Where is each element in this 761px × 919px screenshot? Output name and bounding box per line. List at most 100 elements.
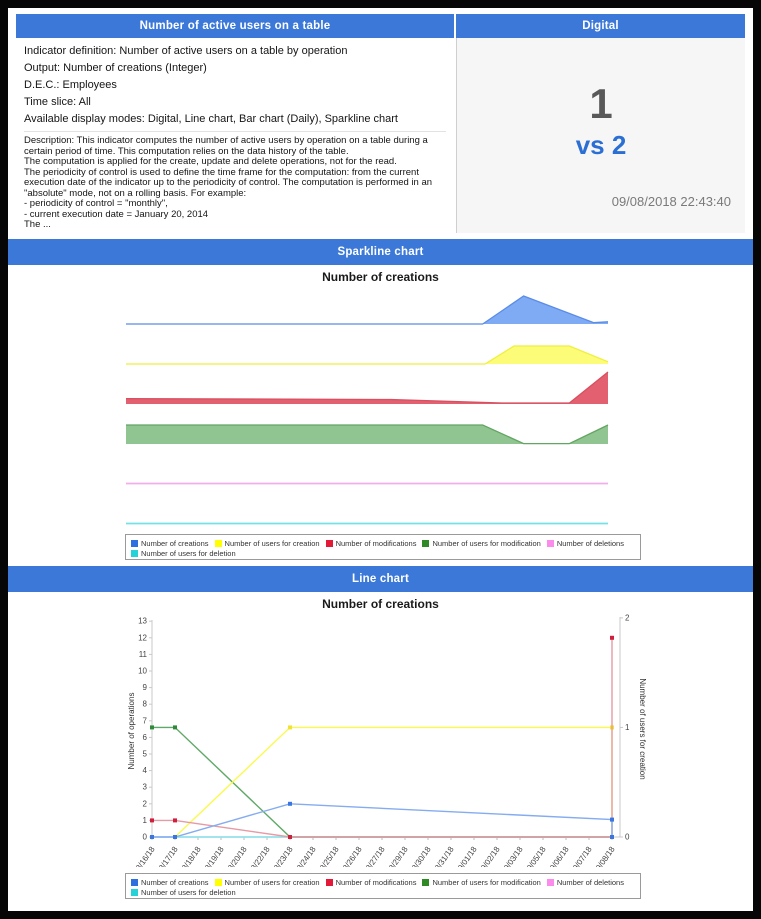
sparkline-legend: Number of creations Number of users for c…	[125, 533, 641, 560]
svg-text:08/23/18: 08/23/18	[269, 844, 295, 866]
legend-swatch-icon	[214, 878, 222, 886]
svg-text:09/05/18: 09/05/18	[522, 844, 548, 866]
dashboard: Number of active users on a table Indica…	[8, 8, 753, 911]
sparkline-section: Sparkline chart Number of creations Numb…	[8, 238, 753, 560]
digital-timestamp: 09/08/2018 22:43:40	[611, 193, 731, 209]
digital-header: Digital	[456, 14, 745, 38]
svg-text:08/29/18: 08/29/18	[384, 844, 410, 866]
svg-text:7: 7	[143, 716, 148, 725]
legend-row: Number of creations Number of users for c…	[131, 876, 635, 888]
svg-text:1: 1	[625, 722, 630, 731]
indicator-time-slice: Time slice: All	[24, 96, 91, 108]
top-section: Number of active users on a table Indica…	[16, 14, 745, 233]
svg-text:0: 0	[143, 832, 148, 841]
legend-label: Number of deletions	[556, 877, 624, 887]
legend-label: Number of users for creation	[224, 538, 320, 548]
legend-swatch-icon	[325, 878, 333, 886]
digital-body: 1 vs 2 09/08/2018 22:43:40	[456, 38, 745, 233]
legend-item: Number of modifications	[325, 538, 417, 549]
legend-row: Number of users for deletion	[131, 886, 635, 898]
indicator-dec: D.E.C.: Employees	[24, 79, 117, 91]
legend-label: Number of deletions	[556, 538, 624, 548]
sparkline-chart-title: Number of creations	[322, 269, 439, 284]
svg-text:0: 0	[625, 832, 630, 841]
svg-text:4: 4	[143, 766, 148, 775]
legend-swatch-icon	[131, 539, 138, 547]
legend-swatch-icon	[214, 539, 222, 547]
svg-text:08/16/18: 08/16/18	[131, 844, 157, 866]
svg-text:09/08/18: 09/08/18	[591, 844, 617, 866]
legend-swatch-icon	[422, 878, 430, 886]
legend-label: Number of modifications	[335, 538, 417, 548]
svg-text:08/17/18: 08/17/18	[154, 844, 180, 866]
indicator-info-card: Number of active users on a table Indica…	[16, 14, 454, 233]
svg-text:1: 1	[143, 815, 148, 824]
legend-item: Number of users for deletion	[131, 888, 236, 898]
svg-text:13: 13	[138, 616, 147, 625]
digital-card: Digital 1 vs 2 09/08/2018 22:43:40	[456, 14, 745, 233]
legend-label: Number of users for modification	[432, 538, 541, 548]
legend-swatch-icon	[422, 539, 430, 547]
digital-comparison-value: vs 2	[575, 130, 627, 160]
legend-item: Number of users for creation	[214, 538, 320, 549]
svg-text:9: 9	[143, 683, 148, 692]
svg-text:08/25/18: 08/25/18	[315, 844, 341, 866]
sparkline-row	[125, 446, 609, 486]
legend-item: Number of users for modification	[422, 538, 541, 549]
indicator-info-header: Number of active users on a table	[16, 14, 454, 38]
sparkline-row	[125, 406, 609, 446]
svg-text:08/27/18: 08/27/18	[361, 844, 387, 866]
svg-text:8: 8	[143, 699, 148, 708]
sparkline-chart	[125, 286, 609, 526]
svg-text:2: 2	[625, 613, 630, 622]
legend-label: Number of creations	[141, 877, 209, 887]
svg-text:10: 10	[138, 666, 147, 675]
legend-label: Number of creations	[141, 538, 209, 548]
legend-row: Number of users for deletion	[131, 547, 635, 559]
svg-text:11: 11	[139, 649, 148, 658]
legend-swatch-icon	[325, 539, 333, 547]
svg-text:09/03/18: 09/03/18	[499, 844, 525, 866]
legend-item: Number of creations	[131, 878, 209, 888]
svg-text:08/30/18: 08/30/18	[407, 844, 433, 866]
svg-text:08/24/18: 08/24/18	[292, 844, 318, 866]
svg-text:Number of operations: Number of operations	[127, 692, 136, 769]
legend-swatch-icon	[546, 878, 554, 886]
legend-item: Number of users for creation	[214, 877, 320, 888]
legend-label: Number of users for creation	[224, 877, 320, 887]
legend-swatch-icon	[131, 878, 138, 886]
sparkline-row	[125, 366, 609, 406]
sparkline-row	[125, 326, 609, 366]
svg-text:08/18/18: 08/18/18	[177, 844, 203, 866]
svg-text:2: 2	[143, 799, 148, 808]
svg-text:5: 5	[143, 749, 148, 758]
legend-label: Number of modifications	[335, 877, 417, 887]
sparkline-section-header: Sparkline chart	[8, 238, 753, 265]
svg-text:12: 12	[138, 633, 147, 642]
legend-item: Number of deletions	[546, 877, 624, 888]
divider	[24, 131, 446, 132]
svg-text:08/26/18: 08/26/18	[338, 844, 364, 866]
legend-label: Number of users for deletion	[141, 887, 236, 897]
legend-item: Number of users for deletion	[131, 549, 236, 559]
svg-text:08/19/18: 08/19/18	[200, 844, 226, 866]
digital-current-value: 1	[589, 80, 613, 127]
indicator-output: Output: Number of creations (Integer)	[24, 62, 207, 74]
line-chart-section-header: Line chart	[8, 565, 753, 592]
line-chart-title: Number of creations	[322, 596, 439, 611]
svg-text:3: 3	[143, 782, 148, 791]
line-chart: 01234567891011121301208/16/1808/17/1808/…	[127, 613, 647, 867]
legend-swatch-icon	[546, 539, 554, 547]
svg-text:09/02/18: 09/02/18	[476, 844, 502, 866]
svg-text:09/01/18: 09/01/18	[453, 844, 479, 866]
svg-text:6: 6	[143, 732, 148, 741]
legend-item: Number of deletions	[546, 538, 624, 549]
legend-swatch-icon	[131, 888, 138, 896]
legend-label: Number of users for deletion	[141, 548, 236, 558]
line-chart-legend: Number of creations Number of users for c…	[125, 872, 641, 899]
indicator-definition: Indicator definition: Number of active u…	[24, 45, 348, 57]
svg-text:08/20/18: 08/20/18	[223, 844, 249, 866]
legend-row: Number of creations Number of users for c…	[131, 537, 635, 549]
